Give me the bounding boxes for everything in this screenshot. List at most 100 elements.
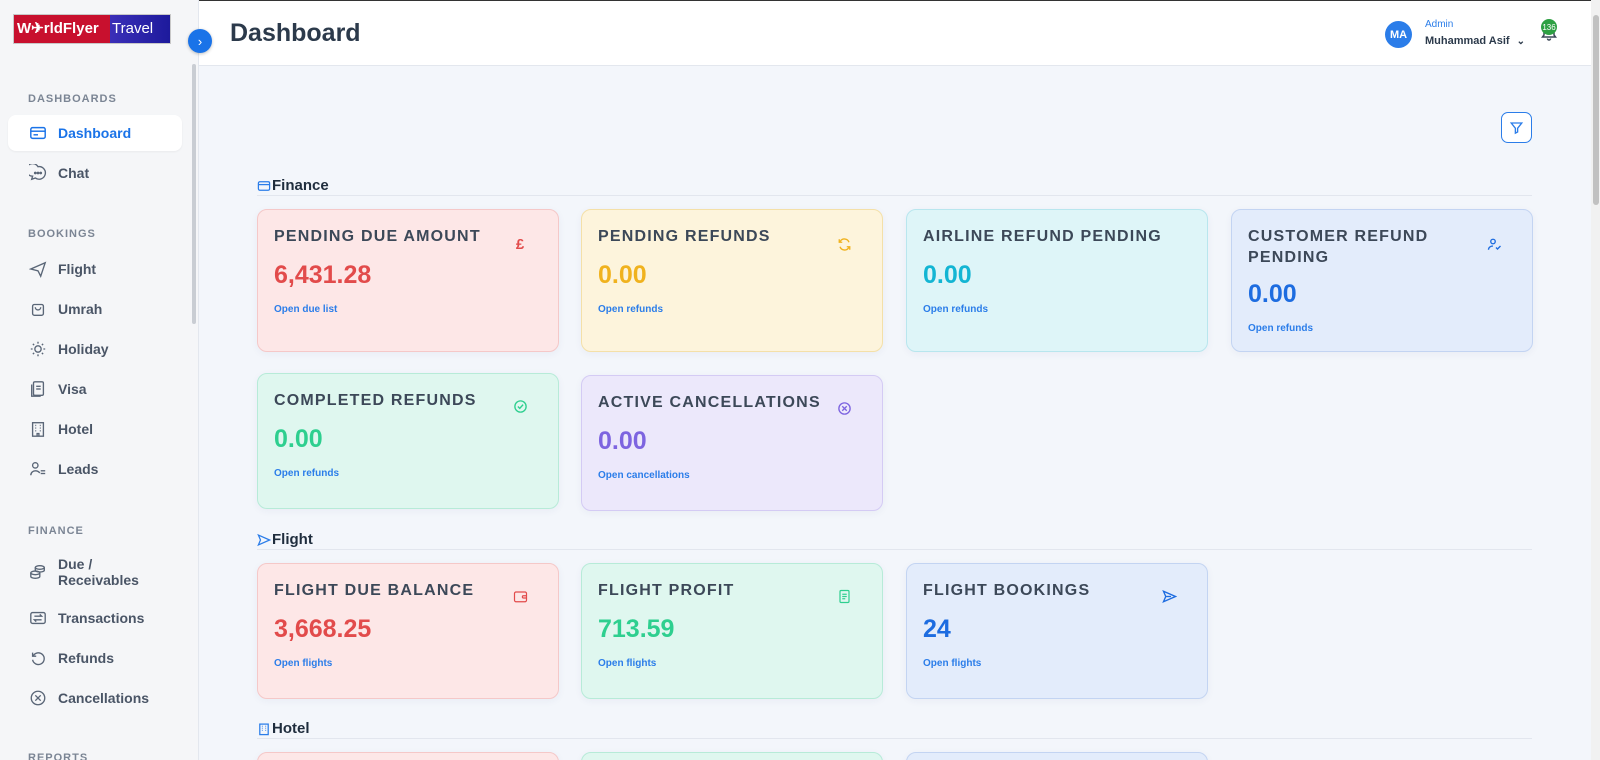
sidebar-item-holiday[interactable]: Holiday (8, 331, 182, 367)
sidebar-scrollbar[interactable] (192, 64, 196, 324)
sidebar-item-label: Umrah (58, 301, 103, 317)
card-pending-due-amount: PENDING DUE AMOUNT £ 6,431.28 Open due l… (257, 209, 559, 352)
user-list-icon (28, 459, 48, 479)
card-flight-due-balance: FLIGHT DUE BALANCE 3,668.25 Open flights (257, 563, 559, 699)
card-value: 0.00 (274, 425, 323, 453)
card-link[interactable]: Open refunds (923, 304, 989, 315)
sidebar-item-label: Transactions (58, 610, 145, 626)
sidebar-item-chat[interactable]: Chat (8, 155, 182, 191)
sidebar-item-label: Dashboard (58, 125, 132, 141)
coins-icon (28, 562, 48, 582)
card-airline-refund-pending: AIRLINE REFUND PENDING 0.00 Open refunds (906, 209, 1208, 352)
card-title: ACTIVE CANCELLATIONS (598, 394, 821, 411)
avatar[interactable]: MA (1385, 21, 1412, 48)
notification-badge: 136 (1541, 19, 1557, 35)
document-icon (28, 379, 48, 399)
card-link[interactable]: Open refunds (1248, 323, 1314, 334)
sidebar-item-due-receivables[interactable]: Due / Receivables (8, 552, 182, 592)
card-title: PENDING REFUNDS (598, 228, 771, 245)
section-dashboards: DASHBOARDS (28, 93, 117, 105)
card-hotel-3 (906, 752, 1208, 760)
chat-icon (28, 163, 48, 183)
page-scrollbar-thumb[interactable] (1593, 15, 1599, 205)
sidebar-item-dashboard[interactable]: Dashboard (8, 115, 182, 151)
group-title-hotel: Hotel (257, 720, 310, 737)
sidebar-item-hotel[interactable]: Hotel (8, 411, 182, 447)
card-title: FLIGHT BOOKINGS (923, 582, 1091, 599)
card-value: 3,668.25 (274, 615, 372, 643)
user-check-icon (1486, 236, 1502, 252)
sidebar: W✈rldFlyer Travel DASHBOARDS Dashboard C… (0, 0, 199, 760)
building-icon (28, 419, 48, 439)
chevron-down-icon: ⌄ (1516, 36, 1525, 47)
sidebar-item-label: Hotel (58, 421, 93, 437)
dashboard-icon (28, 123, 48, 143)
page-scrollbar[interactable] (1591, 0, 1600, 760)
filter-icon (1509, 122, 1524, 135)
card-value: 6,431.28 (274, 261, 372, 289)
divider (257, 738, 1532, 739)
user-menu[interactable]: Muhammad Asif ⌄ (1425, 35, 1525, 47)
sidebar-item-visa[interactable]: Visa (8, 371, 182, 407)
refresh-icon (836, 236, 852, 252)
brand-logo[interactable]: W✈rldFlyer Travel (13, 14, 171, 44)
card-title: AIRLINE REFUND PENDING (923, 228, 1162, 245)
building-icon (259, 722, 269, 735)
card-link[interactable]: Open cancellations (598, 470, 690, 481)
user-name: Muhammad Asif (1425, 35, 1510, 47)
card-link[interactable]: Open due list (274, 304, 338, 315)
card-value: 0.00 (1248, 280, 1297, 308)
sidebar-item-refunds[interactable]: Refunds (8, 640, 182, 676)
pound-icon: £ (515, 235, 525, 253)
card-customer-refund-pending: CUSTOMER REFUND PENDING 0.00 Open refund… (1231, 209, 1533, 352)
card-link[interactable]: Open refunds (274, 468, 340, 479)
sidebar-item-label: Leads (58, 461, 99, 477)
card-link[interactable]: Open flights (598, 658, 657, 669)
card-link[interactable]: Open flights (274, 658, 333, 669)
receipt-icon (836, 588, 852, 604)
group-label: Hotel (272, 720, 310, 737)
sidebar-item-label: Due / Receivables (58, 556, 139, 588)
sidebar-item-cancellations[interactable]: Cancellations (8, 680, 182, 716)
card-icon (257, 180, 271, 191)
divider (257, 549, 1532, 550)
card-value: 0.00 (598, 261, 647, 289)
send-icon (1161, 588, 1177, 604)
card-value: 0.00 (923, 261, 972, 289)
card-hotel-1 (257, 752, 559, 760)
x-circle-icon (836, 400, 852, 416)
check-circle-icon (512, 398, 528, 414)
group-label: Finance (272, 177, 329, 194)
x-circle-icon (28, 688, 48, 708)
section-reports: REPORTS (28, 752, 89, 760)
page-title: Dashboard (230, 19, 361, 47)
divider (257, 195, 1532, 196)
logo-left-text: W✈rldFlyer (14, 15, 110, 43)
section-finance: FINANCE (28, 525, 84, 537)
sidebar-item-transactions[interactable]: Transactions (8, 600, 182, 636)
card-link[interactable]: Open flights (923, 658, 982, 669)
top-bar: Dashboard MA Admin Muhammad Asif ⌄ 136 (199, 0, 1591, 66)
sidebar-item-umrah[interactable]: Umrah (8, 291, 182, 327)
card-value: 0.00 (598, 427, 647, 455)
card-value: 24 (923, 615, 951, 643)
card-flight-profit: FLIGHT PROFIT 713.59 Open flights (581, 563, 883, 699)
filter-button[interactable] (1501, 112, 1532, 143)
group-title-finance: Finance (257, 177, 329, 194)
sidebar-toggle-button[interactable]: › (188, 29, 212, 53)
transfer-icon (28, 608, 48, 628)
sidebar-item-label: Holiday (58, 341, 109, 357)
sidebar-item-label: Refunds (58, 650, 114, 666)
sun-icon (28, 339, 48, 359)
card-title: COMPLETED REFUNDS (274, 392, 477, 409)
card-completed-refunds: COMPLETED REFUNDS 0.00 Open refunds (257, 373, 559, 509)
group-label: Flight (272, 531, 313, 548)
send-icon (257, 533, 271, 546)
bag-icon (28, 299, 48, 319)
sidebar-item-leads[interactable]: Leads (8, 451, 182, 487)
plane-icon (28, 259, 48, 279)
logo-right-text: Travel (110, 15, 170, 43)
sidebar-item-flight[interactable]: Flight (8, 251, 182, 287)
card-link[interactable]: Open refunds (598, 304, 664, 315)
sidebar-item-label: Visa (58, 381, 87, 397)
